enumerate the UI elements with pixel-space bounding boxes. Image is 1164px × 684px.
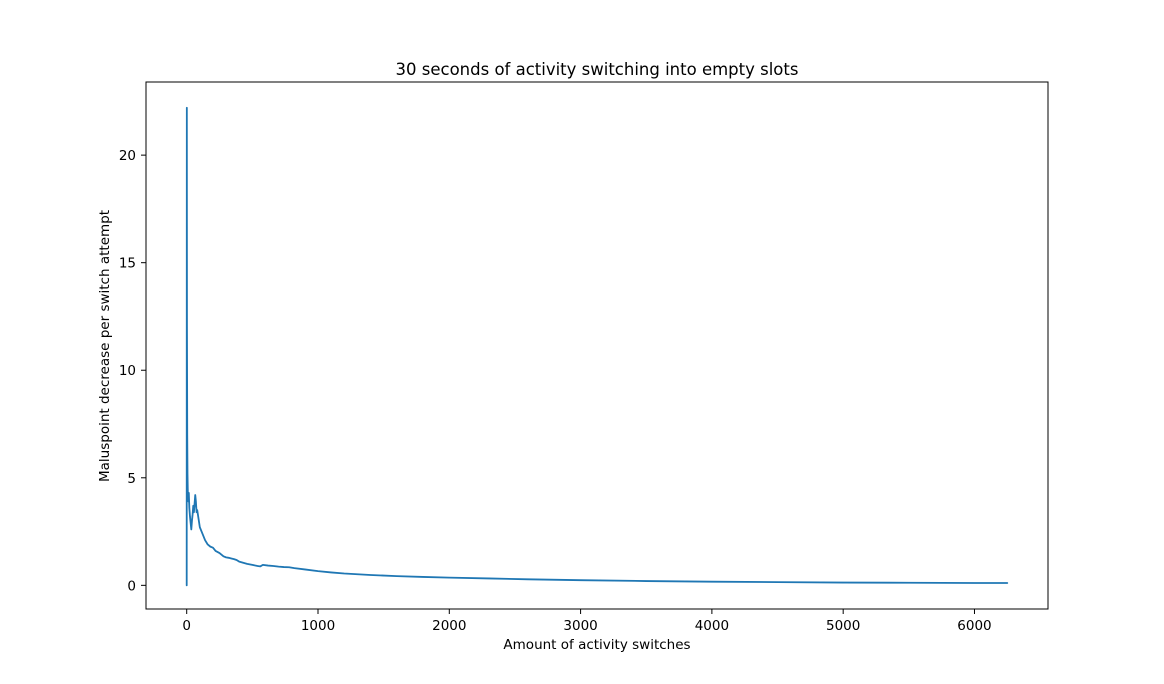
plot-frame: [145, 81, 1049, 610]
y-axis: 0 5 10 15 20: [119, 148, 146, 594]
x-tick-label: 0: [182, 618, 191, 634]
y-tick-label: 15: [119, 256, 136, 272]
y-tick-label: 10: [119, 363, 136, 379]
x-tick-label: 4000: [695, 618, 729, 634]
chart-title: 30 seconds of activity switching into em…: [396, 60, 799, 79]
y-tick-label: 20: [119, 148, 136, 164]
x-axis: 0 1000 2000 3000 4000 5000 6000: [182, 609, 992, 634]
x-tick-label: 3000: [563, 618, 597, 634]
series-line: [185, 106, 1009, 587]
x-tick-label: 5000: [826, 618, 860, 634]
y-tick-label: 0: [127, 578, 136, 594]
x-tick-label: 6000: [957, 618, 991, 634]
x-tick-label: 1000: [301, 618, 335, 634]
y-axis-label: Maluspoint decrease per switch attempt: [97, 210, 113, 482]
y-tick-label: 5: [127, 471, 136, 487]
x-tick-label: 2000: [432, 618, 466, 634]
x-axis-label: Amount of activity switches: [503, 637, 690, 653]
